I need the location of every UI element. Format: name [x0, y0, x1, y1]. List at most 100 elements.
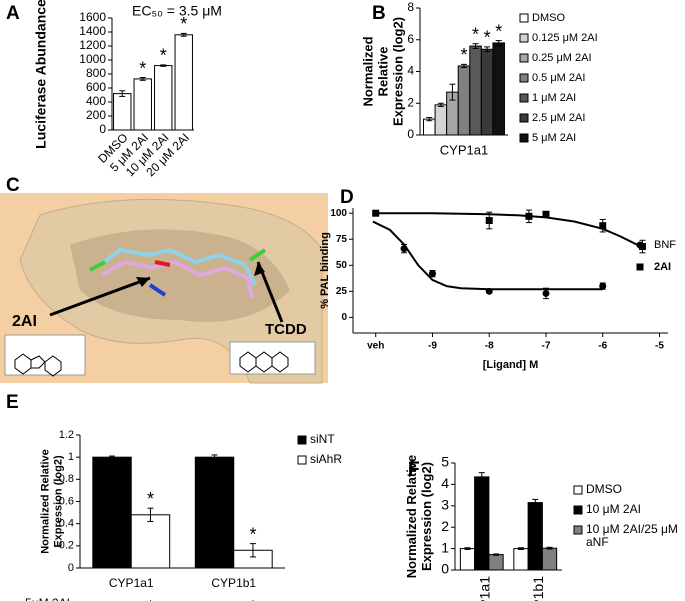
y-tick-label: 1200	[79, 38, 106, 52]
legend-swatch	[519, 133, 529, 143]
panel-letter: C	[6, 175, 20, 196]
legend-swatch	[519, 93, 529, 103]
legend-label: BNF	[654, 239, 676, 251]
legend-swatch	[519, 73, 529, 83]
y-tick-label: 2	[441, 518, 449, 534]
y-tick-label: 1000	[79, 52, 106, 66]
significance: *	[249, 524, 256, 544]
legend-swatch	[573, 525, 583, 535]
bar	[527, 502, 543, 571]
y-axis-label: Normalized Relative	[39, 449, 51, 554]
y-tick-label: 0	[68, 562, 74, 574]
point	[525, 212, 533, 220]
legend-label: siAhR	[310, 452, 342, 466]
x-tick-label: -6	[598, 341, 607, 352]
y-tick-label: 0.8	[59, 473, 74, 485]
bar	[92, 456, 132, 569]
point	[542, 210, 550, 218]
significance: *	[472, 24, 479, 44]
y-tick-label: 4	[441, 475, 449, 491]
panel-letter: A	[6, 3, 20, 24]
y-axis-label: Expression (log2)	[390, 17, 405, 126]
legend-label: 10 μM 2AI	[586, 503, 641, 516]
point	[485, 217, 493, 224]
y-tick-label: 8	[407, 0, 414, 14]
y-tick-label: 75	[336, 234, 348, 245]
point	[542, 289, 550, 297]
legend-label: 5 μM 2AI	[532, 132, 576, 144]
y-tick-label: 50	[336, 260, 348, 271]
legend-swatch	[519, 113, 529, 123]
bar	[130, 514, 171, 569]
y-tick-label: 1400	[79, 24, 106, 38]
legend-label: DMSO	[532, 12, 565, 24]
legend-label: 0.5 μM 2AI	[532, 72, 585, 84]
fit-curve	[372, 220, 603, 291]
y-tick-label: 6	[407, 32, 414, 46]
y-axis-label: % PAL binding	[319, 232, 331, 309]
y-tick-label: 200	[86, 108, 106, 122]
y-tick-label: 1.2	[59, 429, 74, 441]
arrow-head	[254, 262, 265, 276]
legend-swatch	[519, 13, 529, 23]
y-axis-label: Relative	[375, 47, 390, 97]
bar	[133, 78, 152, 131]
legend-label: 0.25 μM 2AI	[532, 52, 592, 64]
legend-label: DMSO	[586, 483, 622, 496]
point	[428, 270, 436, 278]
x-tick-label: -5	[655, 341, 664, 352]
fit-curve	[375, 212, 644, 250]
y-tick-label: 1	[441, 539, 449, 555]
bar	[174, 34, 193, 131]
legend-label: 10 μM 2AI/25 μM aNF	[586, 523, 678, 549]
y-tick-label: 100	[330, 208, 347, 219]
bar	[194, 456, 235, 569]
legend-label: 2.5 μM 2AI	[532, 112, 585, 124]
panel-letter: D	[340, 187, 354, 208]
arrow-head	[136, 277, 150, 287]
legend-label: siNT	[310, 432, 335, 446]
bar	[541, 547, 558, 571]
y-tick-label: 2	[407, 95, 414, 109]
bar	[154, 65, 173, 131]
docking-image: 2AI TCDD	[0, 193, 328, 384]
y-tick-label: 3	[441, 497, 449, 513]
legend-marker	[636, 263, 644, 271]
legend-label: 1 μM 2AI	[532, 92, 576, 104]
y-tick-label: 0	[407, 127, 414, 141]
legend-label: 0.125 μM 2AI	[532, 32, 598, 44]
y-tick-label: 0	[441, 561, 449, 577]
x-axis-label: [Ligand] M	[483, 359, 539, 371]
point	[372, 209, 380, 217]
y-tick-label: 0.6	[59, 495, 74, 507]
arrow	[49, 276, 151, 317]
legend-label-box: DMSO	[586, 483, 622, 496]
x-tick-label: CYP1a1	[476, 576, 492, 601]
legend-swatch	[519, 33, 529, 43]
row-value: +	[147, 596, 154, 601]
bar	[113, 93, 132, 131]
legend-swatch	[573, 485, 583, 495]
y-tick-label: 25	[336, 286, 348, 297]
y-tick-label: 0.2	[59, 540, 74, 552]
row-value: +	[249, 596, 256, 601]
y-axis-label: Normalized Relative	[404, 455, 419, 579]
y-tick-label: 800	[86, 66, 106, 80]
significance: *	[160, 46, 167, 66]
bar	[423, 118, 436, 136]
significance: *	[147, 489, 154, 509]
significance: *	[495, 21, 502, 41]
ligand-sticks	[89, 247, 267, 299]
y-tick-label: 0	[341, 312, 347, 323]
y-axis-label: Luciferase Abundance	[33, 0, 49, 149]
panel-letter: E	[6, 392, 19, 413]
y-tick-label: 0	[99, 122, 106, 136]
y-axis-label: Normalized	[360, 36, 375, 106]
x-tick-label: veh	[367, 341, 384, 352]
point	[638, 243, 646, 251]
legend-label-box: 10 μM 2AI	[586, 503, 641, 516]
y-tick-label: 400	[86, 94, 106, 108]
structure-2ai	[14, 353, 62, 377]
y-tick-label: 0.4	[59, 518, 74, 530]
